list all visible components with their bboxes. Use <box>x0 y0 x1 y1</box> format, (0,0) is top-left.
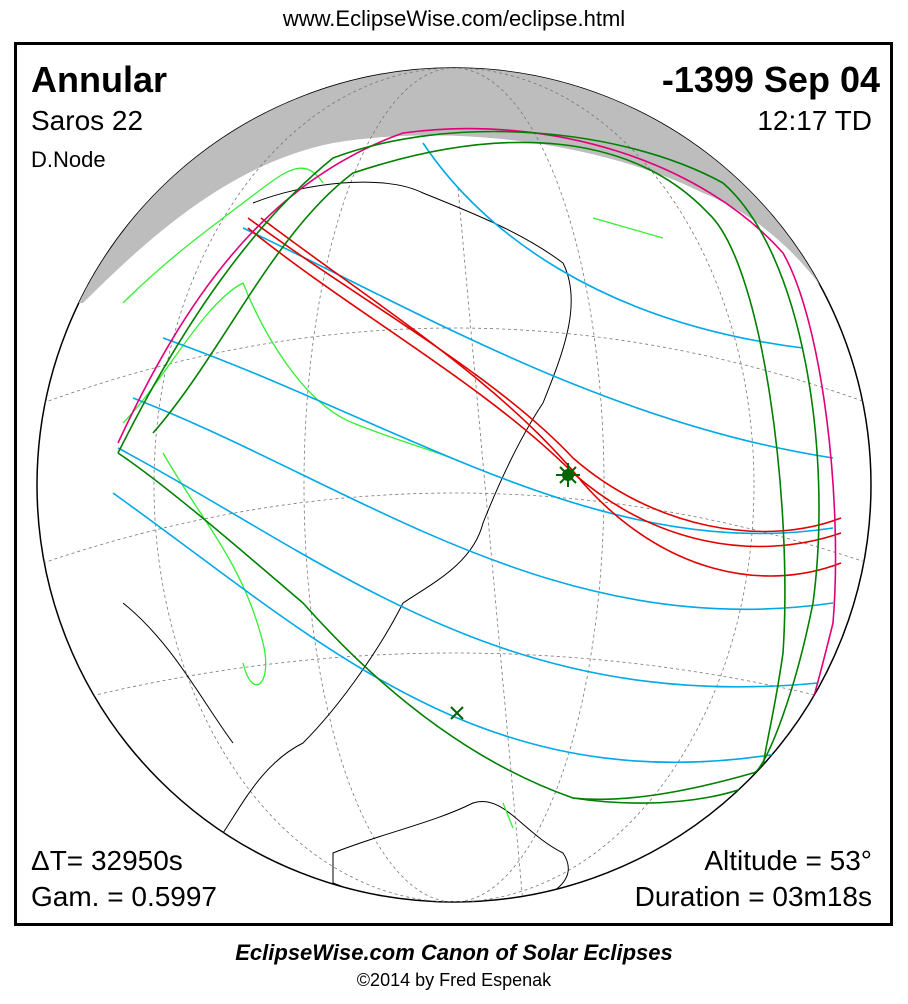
eclipse-date: -1399 Sep 04 <box>661 59 880 100</box>
gamma: Gam. = 0.5997 <box>31 881 218 912</box>
graticule <box>42 68 869 902</box>
saros-number: Saros 22 <box>31 105 144 136</box>
eclipse-type: Annular <box>31 59 168 100</box>
node: D.Node <box>31 147 106 172</box>
globe-map <box>36 67 872 903</box>
eclipse-time: 12:17 TD <box>757 105 872 136</box>
greatest-eclipse-marker <box>556 463 580 487</box>
duration: Duration = 03m18s <box>634 881 872 912</box>
penumbral-limits <box>117 127 837 804</box>
greatest-duration-marker <box>450 706 464 720</box>
altitude: Altitude = 53° <box>704 845 872 876</box>
magnitude-lines <box>112 142 834 764</box>
night-region <box>37 68 871 423</box>
footer-copyright: ©2014 by Fred Espenak <box>356 970 552 990</box>
eclipse-map-frame: Annular Saros 22 D.Node -1399 Sep 04 12:… <box>14 42 893 926</box>
source-url: www.EclipseWise.com/eclipse.html <box>282 6 626 31</box>
coastlines <box>122 181 572 902</box>
delta-t: ΔT= 32950s <box>31 845 183 876</box>
country-borders <box>122 167 664 829</box>
footer-title: EclipseWise.com Canon of Solar Eclipses <box>235 940 673 965</box>
